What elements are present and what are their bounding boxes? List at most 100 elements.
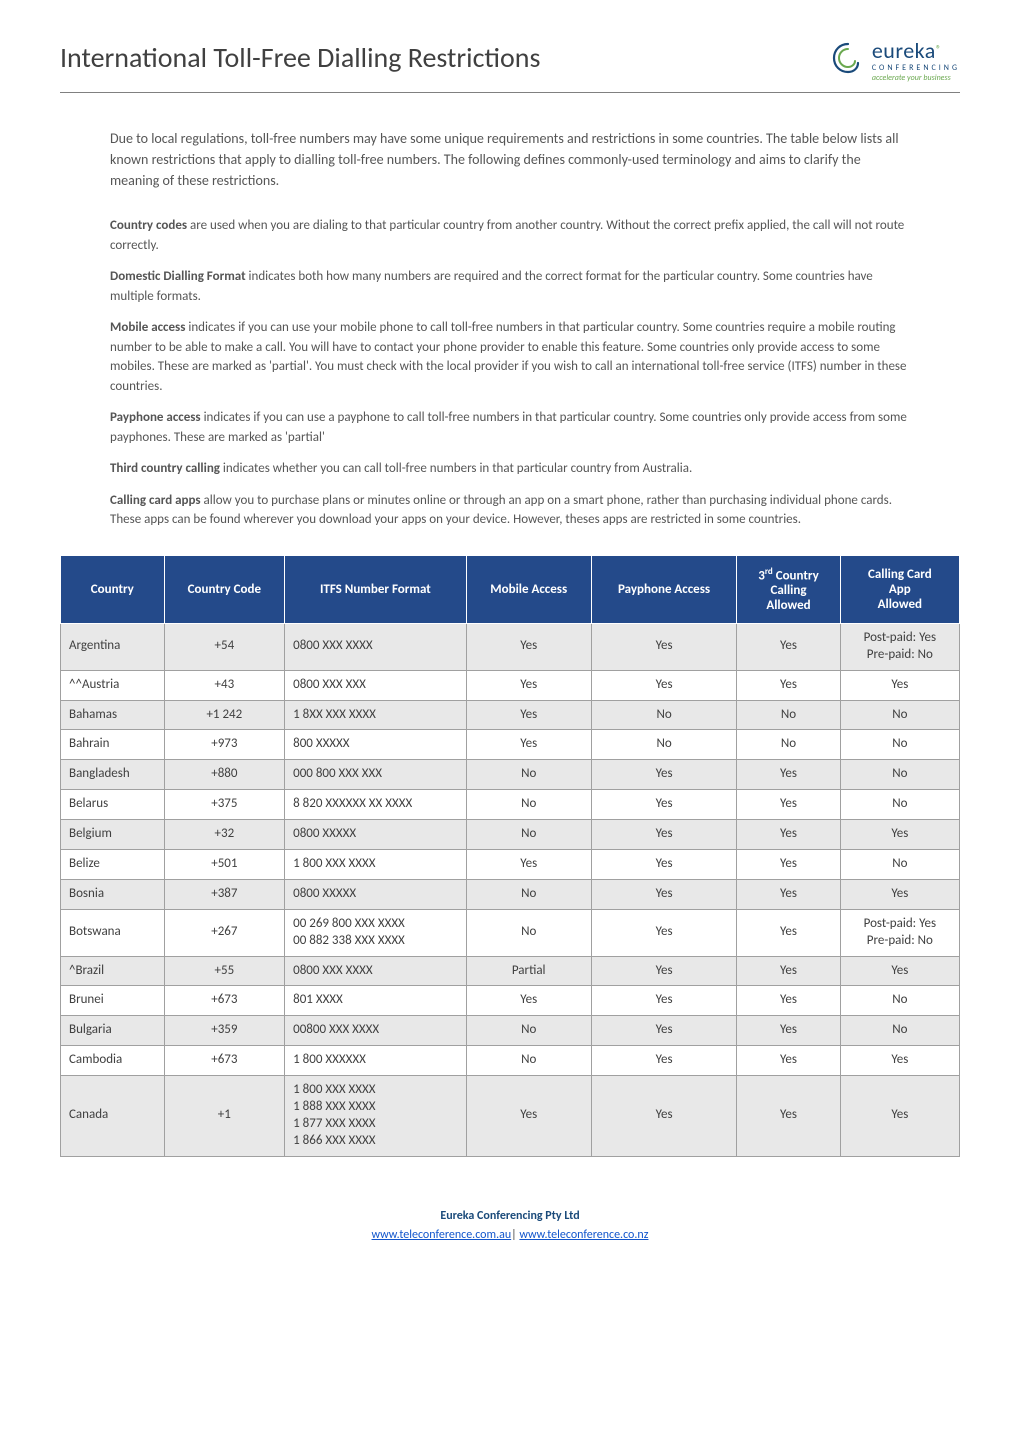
table-cell: Yes xyxy=(591,623,737,670)
table-cell: +375 xyxy=(164,790,285,820)
table-cell: 00800 XXX XXXX xyxy=(285,1016,467,1046)
table-row: Bangladesh+880000 800 XXX XXXNoYesYesNo xyxy=(61,760,960,790)
table-cell: No xyxy=(466,760,591,790)
definition-term: Country codes xyxy=(110,218,187,233)
definition-term: Payphone access xyxy=(110,410,201,425)
table-cell: +359 xyxy=(164,1016,285,1046)
footer-link-au[interactable]: www.teleconference.com.au xyxy=(372,1228,512,1242)
table-cell: +43 xyxy=(164,670,285,700)
table-cell: Belize xyxy=(61,849,165,879)
definitions-block: Country codes are used when you are dial… xyxy=(60,216,960,530)
table-cell: Post-paid: Yes Pre-paid: No xyxy=(840,909,959,956)
definition-item: Calling card apps allow you to purchase … xyxy=(110,491,910,530)
registered-mark: ® xyxy=(936,42,941,55)
intro-paragraph: Due to local regulations, toll-free numb… xyxy=(60,128,960,191)
table-cell: 0800 XXX XXX xyxy=(285,670,467,700)
table-cell: Yes xyxy=(591,760,737,790)
definition-term: Domestic Dialling Format xyxy=(110,269,246,284)
table-cell: No xyxy=(737,700,840,730)
table-cell: Yes xyxy=(737,1016,840,1046)
table-cell: Yes xyxy=(737,1076,840,1157)
table-cell: No xyxy=(840,760,959,790)
table-cell: Yes xyxy=(591,1076,737,1157)
col-itfs-format: ITFS Number Format xyxy=(285,555,467,623)
table-cell: Yes xyxy=(840,1076,959,1157)
table-cell: 000 800 XXX XXX xyxy=(285,760,467,790)
table-cell: Yes xyxy=(591,670,737,700)
table-cell: Bahamas xyxy=(61,700,165,730)
table-cell: 801 XXXX xyxy=(285,986,467,1016)
table-cell: Bangladesh xyxy=(61,760,165,790)
table-row: Brunei+673801 XXXXYesYesYesNo xyxy=(61,986,960,1016)
table-cell: Yes xyxy=(737,1046,840,1076)
table-cell: Canada xyxy=(61,1076,165,1157)
table-cell: +1 xyxy=(164,1076,285,1157)
table-cell: No xyxy=(840,986,959,1016)
table-cell: Yes xyxy=(591,956,737,986)
table-cell: 0800 XXXXX xyxy=(285,820,467,850)
table-cell: No xyxy=(466,1016,591,1046)
swirl-icon xyxy=(830,40,866,76)
table-cell: No xyxy=(840,730,959,760)
footer-links: www.teleconference.com.au| www.teleconfe… xyxy=(60,1226,960,1245)
table-cell: +673 xyxy=(164,1046,285,1076)
table-cell: Yes xyxy=(840,820,959,850)
table-cell: No xyxy=(591,700,737,730)
table-cell: Yes xyxy=(737,956,840,986)
table-cell: No xyxy=(840,1016,959,1046)
table-cell: Yes xyxy=(840,1046,959,1076)
table-cell: +973 xyxy=(164,730,285,760)
table-cell: Argentina xyxy=(61,623,165,670)
table-cell: Yes xyxy=(737,820,840,850)
table-cell: Bosnia xyxy=(61,879,165,909)
table-cell: Yes xyxy=(737,879,840,909)
table-row: ^Brazil+550800 XXX XXXXPartialYesYesYes xyxy=(61,956,960,986)
logo-brand-name: eureka xyxy=(872,37,936,64)
table-cell: 0800 XXXXX xyxy=(285,879,467,909)
definition-term: Third country calling xyxy=(110,461,220,476)
definition-term: Calling card apps xyxy=(110,493,201,508)
col-payphone-access: Payphone Access xyxy=(591,555,737,623)
footer-link-nz[interactable]: www.teleconference.co.nz xyxy=(519,1228,648,1242)
col-country: Country xyxy=(61,555,165,623)
table-cell: Botswana xyxy=(61,909,165,956)
table-cell: ^Brazil xyxy=(61,956,165,986)
definition-item: Payphone access indicates if you can use… xyxy=(110,408,910,447)
page-header: International Toll-Free Dialling Restric… xyxy=(60,40,960,93)
table-cell: ^^Austria xyxy=(61,670,165,700)
definition-item: Mobile access indicates if you can use y… xyxy=(110,318,910,396)
table-cell: +1 242 xyxy=(164,700,285,730)
table-cell: Yes xyxy=(591,1016,737,1046)
table-cell: Yes xyxy=(840,670,959,700)
table-cell: Yes xyxy=(466,700,591,730)
table-cell: Yes xyxy=(840,956,959,986)
table-cell: +501 xyxy=(164,849,285,879)
table-cell: +54 xyxy=(164,623,285,670)
table-body: Argentina+540800 XXX XXXXYesYesYesPost-p… xyxy=(61,623,960,1156)
table-cell: Yes xyxy=(591,1046,737,1076)
table-cell: Bulgaria xyxy=(61,1016,165,1046)
table-row: Bahamas+1 2421 8XX XXX XXXXYesNoNoNo xyxy=(61,700,960,730)
table-cell: No xyxy=(466,1046,591,1076)
table-row: Bulgaria+35900800 XXX XXXXNoYesYesNo xyxy=(61,1016,960,1046)
table-cell: No xyxy=(591,730,737,760)
table-cell: No xyxy=(466,790,591,820)
table-cell: Cambodia xyxy=(61,1046,165,1076)
table-cell: Yes xyxy=(591,820,737,850)
table-cell: Yes xyxy=(737,986,840,1016)
table-cell: No xyxy=(840,849,959,879)
table-cell: +387 xyxy=(164,879,285,909)
definition-text: allow you to purchase plans or minutes o… xyxy=(110,493,892,528)
logo-text: eureka® CONFERENCING accelerate your bus… xyxy=(872,40,960,82)
table-cell: No xyxy=(466,879,591,909)
table-cell: Yes xyxy=(466,1076,591,1157)
table-cell: Yes xyxy=(737,790,840,820)
table-row: Argentina+540800 XXX XXXXYesYesYesPost-p… xyxy=(61,623,960,670)
table-cell: Yes xyxy=(737,623,840,670)
table-row: Belgium+320800 XXXXXNoYesYesYes xyxy=(61,820,960,850)
table-cell: Yes xyxy=(840,879,959,909)
definition-text: are used when you are dialing to that pa… xyxy=(110,218,904,253)
table-cell: No xyxy=(466,909,591,956)
table-cell: Post-paid: Yes Pre-paid: No xyxy=(840,623,959,670)
definition-term: Mobile access xyxy=(110,320,185,335)
